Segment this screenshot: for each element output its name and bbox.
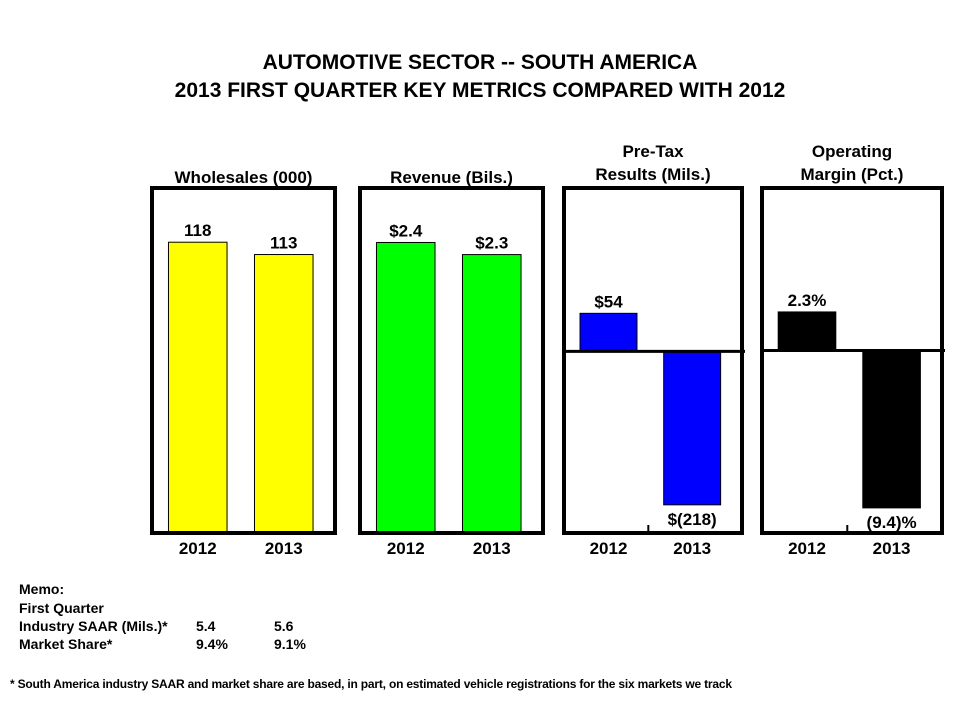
memo-heading: Memo: (19, 581, 65, 597)
panel-title: Revenue (Bils.) (390, 168, 513, 187)
x-tick-label-2013: 2013 (673, 539, 711, 558)
panel-title: Operating (812, 142, 892, 161)
x-tick-label-2012: 2012 (788, 539, 826, 558)
panel-title: Results (Mils.) (595, 165, 710, 184)
panel-title: Wholesales (000) (175, 168, 313, 187)
x-tick-label-2012: 2012 (590, 539, 628, 558)
panel-title: Margin (Pct.) (801, 165, 904, 184)
x-tick-label-2012: 2012 (179, 539, 217, 558)
footnote: * South America industry SAAR and market… (10, 677, 732, 691)
data-label-2012: 2.3% (788, 291, 827, 310)
data-label-2012: $54 (594, 292, 623, 311)
bar-2012 (167, 241, 228, 534)
chart-title-line-2: 2013 FIRST QUARTER KEY METRICS COMPARED … (174, 79, 786, 102)
data-label-2013: 113 (270, 234, 297, 253)
bar-2012 (579, 312, 638, 352)
x-tick-label-2013: 2013 (473, 539, 511, 558)
x-tick-label-2013: 2013 (873, 539, 911, 558)
data-label-2013: (9.4)% (867, 513, 917, 532)
memo-value-2013: 5.6 (274, 618, 294, 634)
memo-value-2012: 5.4 (196, 618, 216, 634)
panel-frame (760, 186, 944, 535)
bar-2013 (862, 349, 921, 509)
data-label-2013: $(218) (668, 510, 717, 529)
bar-2012 (375, 241, 436, 534)
data-label-2012: 118 (184, 221, 211, 240)
bar-2012 (777, 311, 837, 351)
memo-subheading: First Quarter (19, 600, 104, 616)
bar-2013 (253, 254, 314, 534)
data-label-2013: $2.3 (475, 234, 508, 253)
chart-title-line-1: AUTOMOTIVE SECTOR -- SOUTH AMERICA (262, 51, 698, 74)
x-tick-label-2012: 2012 (387, 539, 425, 558)
memo-value-2012: 9.4% (196, 636, 228, 652)
panel-frame (562, 186, 744, 535)
memo-label: Market Share* (19, 636, 113, 652)
panel-frame (150, 186, 337, 535)
data-label-2012: $2.4 (389, 221, 423, 240)
bar-2013 (663, 350, 722, 506)
memo-value-2013: 9.1% (274, 636, 306, 652)
x-tick-label-2013: 2013 (265, 539, 303, 558)
panel-title: Pre-Tax (622, 142, 684, 161)
bar-2013 (461, 254, 522, 534)
panel-frame (358, 186, 545, 535)
memo-label: Industry SAAR (Mils.)* (19, 618, 168, 634)
